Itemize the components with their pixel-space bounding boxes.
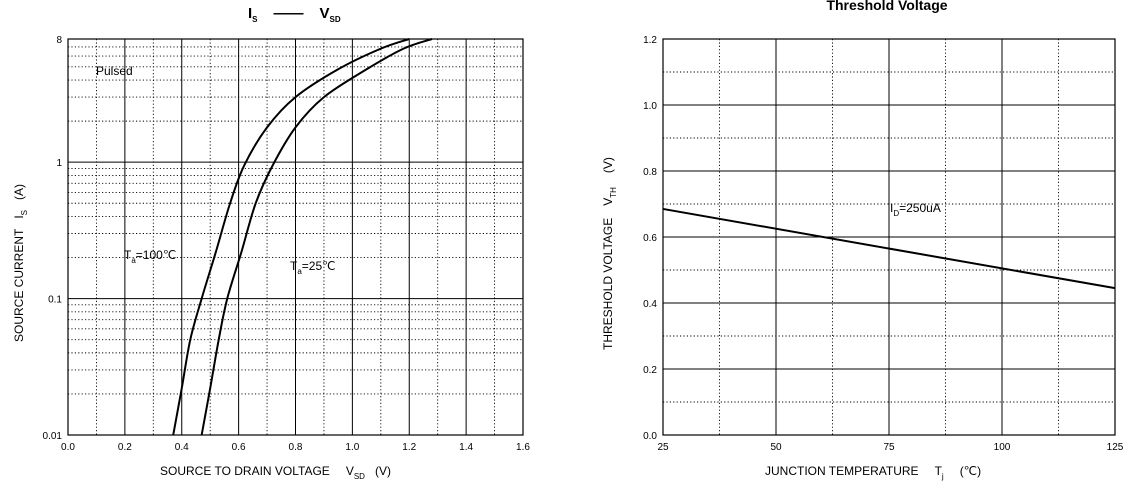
chart2-x-tick-label: 125 [1107,442,1124,453]
chart1-title: IS —— VSD [248,5,341,24]
chart2-tick-labels: 25 50 75 100 125 0.0 0.2 0.4 0.6 0.8 1.0 1.2 [643,35,1124,453]
chart1-x-tick-label: 0.8 [289,442,303,453]
chart1-y-tick-label: 1 [56,158,62,169]
chart2-xlabel: JUNCTION TEMPERATURE Tj (℃) [765,464,981,481]
chart2-x-tick-label: 50 [770,442,782,453]
chart2-series [662,207,1116,290]
chart2-y-tick-label: 0.8 [643,167,657,178]
chart1-tick-labels: 0.0 0.2 0.4 0.6 0.8 1.0 1.2 1.4 1.6 0.01 0.1 1 8 [43,35,531,453]
series-line-ta25 [200,38,433,436]
chart2-x-tick-label: 75 [883,442,895,453]
chart1-plot-frame [67,38,524,436]
chart1-x-tick-label: 0.2 [118,442,132,453]
chart2-y-tick-label: 0.0 [643,431,657,442]
chart1-ylabel: SOURCE CURRENTIS(A) [12,184,29,342]
chart1-series [172,38,433,436]
chart1-x-tick-label: 1.0 [345,442,359,453]
annotation-id-250ua: ID=250uA [890,201,941,218]
chart1-x-tick-label: 0.6 [232,442,246,453]
series-line-ta100 [172,38,410,436]
chart1-y-tick-label: 8 [56,35,62,46]
is-vsd-chart: IS —— VSD 0.0 0.2 0.4 0.6 0.8 1.0 1.2 1.4 1.60.010… [12,5,530,481]
chart1-xlabel: SOURCE TO DRAIN VOLTAGE VSD (V) [160,464,391,481]
chart2-x-tick-label: 100 [994,442,1011,453]
threshold-voltage-chart: Threshold Voltage 25 50 75 100 125 0.0 0.2 0.4 0… [601,0,1124,481]
chart2-x-tick-label: 25 [657,442,669,453]
annotation-ta-100: Ta=100℃ [124,248,176,265]
chart2-y-tick-label: 0.4 [643,299,657,310]
chart2-title: Threshold Voltage [826,0,947,13]
chart2-grid [662,38,1116,436]
chart1-y-tick-label: 0.1 [48,295,62,306]
chart2-y-tick-label: 1.0 [643,101,657,112]
series-line-vth [662,207,1116,290]
annotation-ta-25: Ta=25℃ [290,259,336,276]
chart2-y-tick-label: 0.2 [643,365,657,376]
chart2-plot-frame [662,38,1116,436]
chart1-x-tick-label: 0.4 [175,442,189,453]
chart1-x-tick-label: 1.6 [516,442,530,453]
chart1-y-tick-label: 0.01 [43,431,63,442]
chart1-grid [67,38,524,436]
chart2-ylabel: THRESHOLD VOLTAGEVTH(V) [601,157,618,350]
annotation-pulsed: Pulsed [96,64,133,78]
chart1-x-tick-label: 0.0 [61,442,75,453]
chart1-x-tick-label: 1.4 [459,442,473,453]
chart2-y-tick-label: 0.6 [643,233,657,244]
chart2-y-tick-label: 1.2 [643,35,657,46]
chart1-x-tick-label: 1.2 [402,442,416,453]
